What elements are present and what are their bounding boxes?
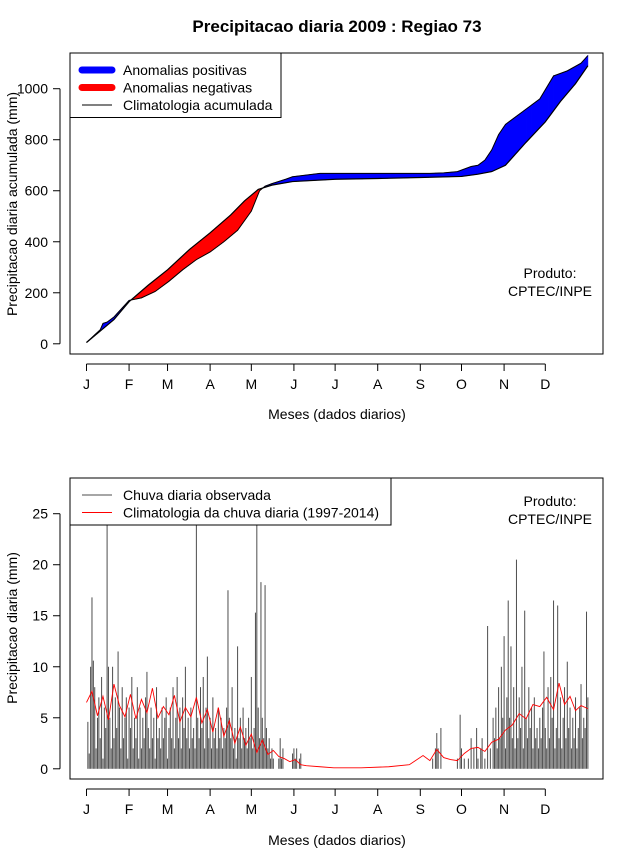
legend-box <box>69 477 392 526</box>
legend-label: Climatologia acumulada <box>123 97 273 113</box>
climatology-daily-line <box>86 682 589 769</box>
y-tick-label: 0 <box>40 336 48 352</box>
x-tick-label: M <box>245 801 257 817</box>
x-tick-label: S <box>416 801 425 817</box>
product-label-line2: CPTEC/INPE <box>508 283 592 299</box>
x-tick-label: A <box>205 376 215 392</box>
x-tick-label: A <box>373 376 383 392</box>
product-label-line2: CPTEC/INPE <box>508 511 592 527</box>
cumulative-panel: 0 200 400 600 800 1000 J F M A M J J A S O N D Meses (da… <box>4 52 604 422</box>
x-tick-label: S <box>416 376 425 392</box>
y-tick-label: 200 <box>25 285 49 301</box>
observed-cumulative-line <box>86 55 589 343</box>
x-tick-label: J <box>83 376 90 392</box>
legend-label: Anomalias positivas <box>123 62 247 78</box>
y-tick-label: 10 <box>32 659 48 675</box>
y-tick-label: 5 <box>40 710 48 726</box>
x-tick-label: F <box>125 376 134 392</box>
y-tick-label: 400 <box>25 234 49 250</box>
x-tick-label: J <box>290 376 297 392</box>
product-label-line1: Produto: <box>524 265 577 281</box>
x-tick-label: N <box>499 376 509 392</box>
legend: Anomalias positivas Anomalias negativasCl… <box>69 52 282 118</box>
x-tick-label: J <box>83 801 90 817</box>
x-tick-label: A <box>373 801 383 817</box>
y-tick-label: 600 <box>25 183 49 199</box>
x-tick-label: D <box>540 376 550 392</box>
legend-label: Climatologia da chuva diaria (1997-2014) <box>123 505 379 521</box>
x-tick-label: J <box>332 801 339 817</box>
x-tick-label: M <box>245 376 257 392</box>
daily-bars <box>87 523 589 769</box>
x-tick-label: M <box>162 376 174 392</box>
y-axis-label: Precipitacao diaria (mm) <box>4 552 20 704</box>
y-axis: 0 200 400 600 800 1000 <box>17 81 61 352</box>
y-tick-label: 20 <box>32 557 48 573</box>
climatology-line <box>86 682 589 769</box>
x-tick-label: D <box>540 801 550 817</box>
y-tick-label: 15 <box>32 608 48 624</box>
y-tick-label: 0 <box>40 761 48 777</box>
x-tick-label: O <box>456 376 467 392</box>
x-tick-label: O <box>456 801 467 817</box>
legend: Chuva diaria observada Climatologia da ch… <box>69 477 392 526</box>
y-axis-label: Precipitacao diaria acumulada (mm) <box>4 92 20 316</box>
climatology-cumulative-line <box>86 65 589 343</box>
chart-title: Precipitacao diaria 2009 : Regiao 73 <box>192 17 481 36</box>
x-tick-label: F <box>125 801 134 817</box>
y-tick-label: 800 <box>25 132 49 148</box>
x-tick-label: A <box>205 801 215 817</box>
legend-label: Chuva diaria observada <box>123 487 271 503</box>
x-axis-label: Meses (dados diarios) <box>268 832 406 848</box>
x-tick-label: M <box>162 801 174 817</box>
x-axis-label: Meses (dados diarios) <box>268 406 406 422</box>
daily-panel: 0 5 10 15 20 25 J F M A M J J A S O N D Meses (dados dia… <box>4 477 604 848</box>
x-tick-label: N <box>499 801 509 817</box>
cumulative-lines <box>86 55 589 343</box>
plot-frame <box>69 52 604 355</box>
legend-label: Anomalias negativas <box>123 80 252 96</box>
y-axis: 0 5 10 15 20 25 <box>32 506 61 777</box>
product-label-line1: Produto: <box>524 493 577 509</box>
x-tick-label: J <box>290 801 297 817</box>
y-tick-label: 1000 <box>17 81 48 97</box>
x-tick-label: J <box>332 376 339 392</box>
y-tick-label: 25 <box>32 506 48 522</box>
